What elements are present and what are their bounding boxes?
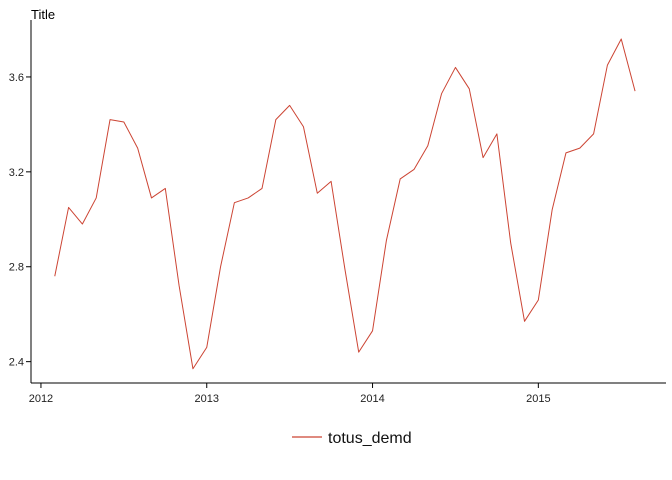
y-tick-label: 2.8: [9, 262, 24, 274]
x-axis-ticks: 2012 2013 2014 2015: [29, 383, 551, 405]
y-tick-label: 2.4: [9, 357, 24, 369]
series-group: [54, 38, 636, 370]
x-tick-label: 2013: [195, 393, 219, 405]
x-tick-label: 2012: [29, 393, 53, 405]
y-axis-ticks: 2.4 2.8 3.2 3.6: [9, 72, 31, 369]
legend-label: totus_demd: [328, 430, 412, 447]
x-tick-label: 2014: [360, 393, 384, 405]
axes: 2012 2013 2014 2015 2.4 2.8 3.2 3.6: [9, 20, 666, 405]
legend: totus_demd: [292, 430, 412, 447]
x-tick-label: 2015: [526, 393, 550, 405]
series-line-totus_demd: [54, 38, 636, 370]
y-tick-label: 3.2: [9, 167, 24, 179]
chart-title: Title: [31, 7, 55, 22]
y-tick-label: 3.6: [9, 72, 24, 84]
